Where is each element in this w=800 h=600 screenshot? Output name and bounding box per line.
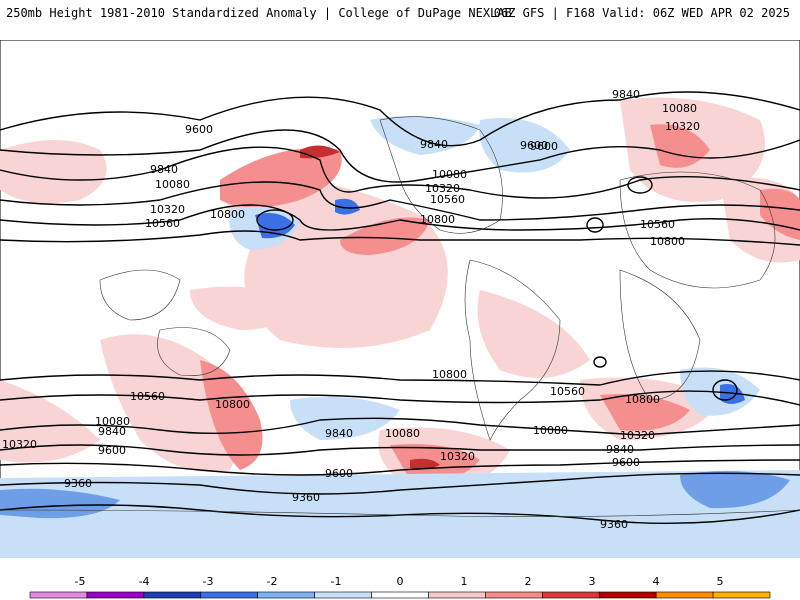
- colorbar-tick-label: 2: [525, 575, 532, 588]
- colorbar-tick-label: 3: [589, 575, 596, 588]
- colorbar-segment: [598, 591, 657, 599]
- contour-label: 10800: [432, 368, 467, 381]
- colorbar-segment: [655, 591, 714, 599]
- colorbar-segment: [485, 591, 543, 599]
- colorbar-segment: [200, 591, 258, 599]
- colorbar-segment: [371, 591, 429, 599]
- header: 250mb Height 1981-2010 Standardized Anom…: [0, 0, 800, 40]
- contour-label: 10320: [440, 450, 475, 463]
- colorbar-tick-label: -2: [267, 575, 278, 588]
- colorbar-segment: [428, 591, 486, 599]
- contour-label: 9840: [606, 443, 634, 456]
- contour-label: 9600: [612, 456, 640, 469]
- anomaly-colorbar: -5 -4 -3 -2 -1 0 1 2 3 4 5: [29, 575, 771, 599]
- contour-labels: 9600 9840 10080 10320 10560 10800 9600 9…: [2, 88, 700, 531]
- colorbar-tick-label: 0: [397, 575, 404, 588]
- colorbar-tick-label: 4: [653, 575, 660, 588]
- contour-label: 10320: [150, 203, 185, 216]
- contour-label: 9840: [150, 163, 178, 176]
- contour-label: 9840: [325, 427, 353, 440]
- colorbar-segment: [257, 591, 315, 599]
- contour-label: 10560: [640, 218, 675, 231]
- anomaly-map: 9600 9840 10080 10320 10560 10800 9600 9…: [0, 40, 800, 558]
- contour-label: 9840: [98, 425, 126, 438]
- colorbar-segment: [314, 591, 372, 599]
- contour-label: 9360: [292, 491, 320, 504]
- contour-label: 10800: [625, 393, 660, 406]
- contour-label: 9600: [530, 140, 558, 153]
- contour-label: 10560: [430, 193, 465, 206]
- contour-label: 10800: [650, 235, 685, 248]
- colorbar-tick-label: -1: [331, 575, 342, 588]
- contour-label: 10560: [130, 390, 165, 403]
- colorbar-tick-label: 5: [717, 575, 724, 588]
- contour-label: 9600: [185, 123, 213, 136]
- map-title: 250mb Height 1981-2010 Standardized Anom…: [6, 6, 512, 20]
- contour-label: 9360: [64, 477, 92, 490]
- colorbar-tick-label: -3: [203, 575, 214, 588]
- contour-label: 10080: [155, 178, 190, 191]
- run-info: 06Z GFS | F168 Valid: 06Z WED APR 02 202…: [493, 6, 790, 20]
- contour-label: 10080: [95, 415, 130, 428]
- contour-label: 10320: [2, 438, 37, 451]
- colorbar-tick-label: 1: [461, 575, 468, 588]
- contour-label: 10560: [550, 385, 585, 398]
- colorbar-segment: [29, 591, 88, 599]
- contour-label: 9840: [420, 138, 448, 151]
- contour-label: 10080: [385, 427, 420, 440]
- contour-label: 10560: [145, 217, 180, 230]
- colorbar-tick-label: -5: [75, 575, 86, 588]
- contour-label: 10320: [620, 429, 655, 442]
- contour-label: 10080: [432, 168, 467, 181]
- contour-label: 9600: [98, 444, 126, 457]
- colorbar-segment: [712, 591, 771, 599]
- colorbar-segment: [143, 591, 202, 599]
- colorbar-segment: [86, 591, 145, 599]
- contour-label: 10320: [665, 120, 700, 133]
- colorbar-tick-label: -4: [139, 575, 150, 588]
- contour-label: 10080: [662, 102, 697, 115]
- contour-label: 9600: [325, 467, 353, 480]
- contour-label: 9840: [612, 88, 640, 101]
- contour-label: 10800: [210, 208, 245, 221]
- height-contours: [0, 91, 800, 525]
- coastlines: [0, 116, 800, 517]
- colorbar-segment: [542, 591, 600, 599]
- contour-label: 10080: [533, 424, 568, 437]
- contour-label: 9360: [600, 518, 628, 531]
- contour-label: 9600: [520, 139, 548, 152]
- contour-label: 10800: [215, 398, 250, 411]
- contour-label: 10320: [425, 182, 460, 195]
- contour-label: 10800: [420, 213, 455, 226]
